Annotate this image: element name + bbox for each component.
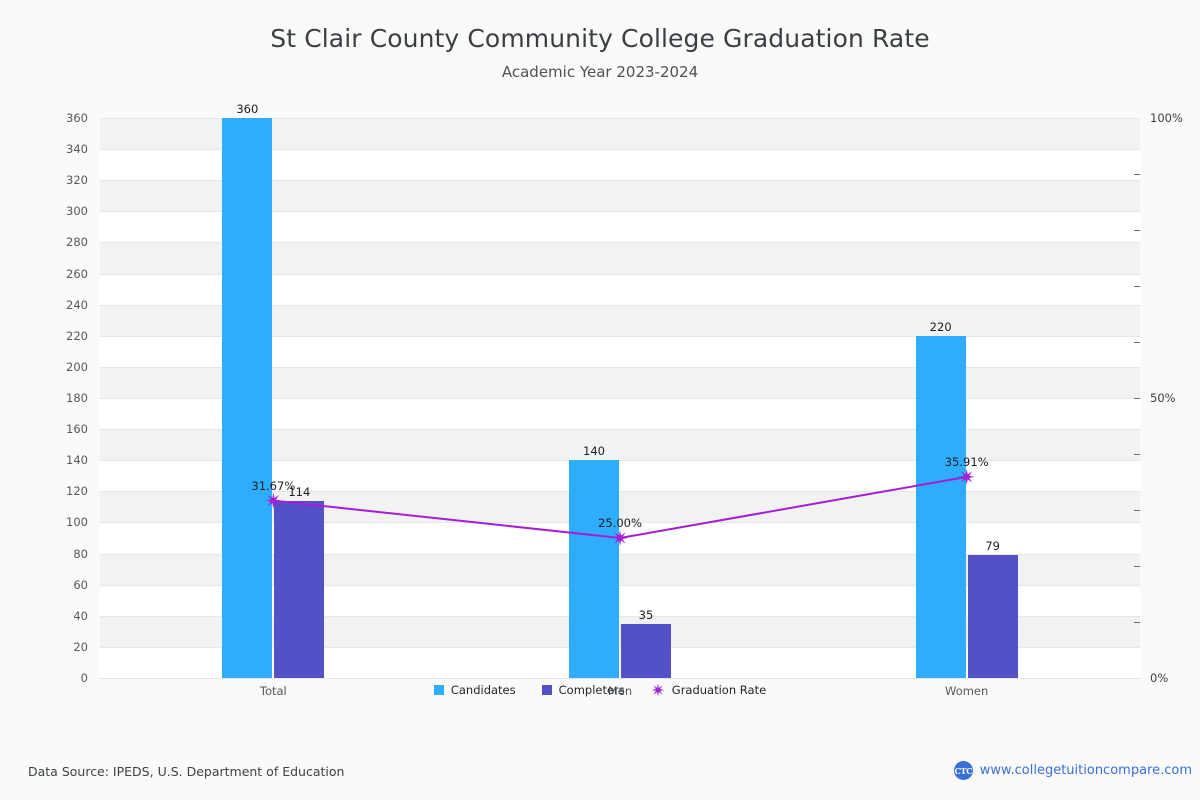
gridline bbox=[100, 273, 1140, 275]
y2-axis-minor-tick bbox=[1134, 230, 1140, 231]
bar-value-label: 140 bbox=[583, 444, 605, 459]
gridline bbox=[100, 646, 1140, 648]
gridline bbox=[100, 335, 1140, 337]
y2-axis-minor-tick bbox=[1134, 286, 1140, 287]
y-axis-tick-label: 340 bbox=[66, 142, 88, 157]
gridline bbox=[100, 615, 1140, 617]
y2-axis-minor-tick bbox=[1134, 342, 1140, 343]
gridline bbox=[100, 678, 1140, 679]
bar-value-label: 220 bbox=[929, 319, 952, 334]
gridline bbox=[100, 180, 1140, 182]
y2-axis-tick-label: 100% bbox=[1150, 111, 1183, 125]
y-axis-tick-label: 20 bbox=[73, 639, 88, 654]
plot-area: 360 114 140 35 220 79 bbox=[100, 102, 1140, 679]
y-axis-left: 0 20 40 60 80 100 120 140 160 180 200 220 240 260 280 3… bbox=[0, 111, 96, 685]
gridline bbox=[100, 242, 1140, 244]
grid-band bbox=[100, 180, 1140, 212]
y-axis-tick-label: 240 bbox=[66, 297, 88, 312]
bar-completers[interactable] bbox=[621, 623, 671, 678]
legend-swatch-icon bbox=[541, 685, 552, 695]
y-axis-tick-label: 280 bbox=[66, 235, 88, 250]
gridline bbox=[100, 429, 1140, 431]
grid-band bbox=[100, 242, 1140, 274]
legend-item-candidates[interactable]: Candidates bbox=[433, 683, 516, 697]
y-axis-tick-label: 0 bbox=[80, 671, 88, 685]
legend-swatch-icon bbox=[433, 685, 444, 695]
chart-legend: Candidates Completers Graduation Rate bbox=[0, 683, 1200, 697]
y-axis-tick-label: 200 bbox=[66, 359, 88, 374]
y-axis-tick-label: 160 bbox=[66, 422, 88, 437]
gridline bbox=[100, 584, 1140, 586]
gridline bbox=[100, 398, 1140, 399]
y2-axis-tick-label: 0% bbox=[1150, 671, 1169, 685]
bar-candidates[interactable] bbox=[222, 118, 273, 678]
y2-axis-minor-tick bbox=[1134, 622, 1140, 623]
y-axis-tick-label: 120 bbox=[66, 484, 88, 499]
legend-item-completers[interactable]: Completers bbox=[541, 683, 625, 697]
bar-candidates[interactable] bbox=[915, 335, 966, 678]
y2-axis-minor-tick bbox=[1134, 510, 1140, 511]
y2-axis-minor-tick bbox=[1134, 398, 1140, 399]
star-icon bbox=[651, 683, 665, 697]
y2-axis-minor-tick bbox=[1134, 174, 1140, 175]
legend-label: Candidates bbox=[450, 683, 516, 697]
bar-completers[interactable] bbox=[274, 500, 325, 678]
y-axis-tick-label: 80 bbox=[73, 546, 88, 561]
y-axis-tick-label: 180 bbox=[66, 391, 88, 405]
x-axis-category-label: Women bbox=[945, 684, 989, 698]
grid-band bbox=[100, 118, 1140, 150]
gridline bbox=[100, 211, 1140, 213]
y-axis-right: 0% 50% 100% bbox=[1134, 111, 1200, 685]
bar-value-label: 79 bbox=[985, 539, 1000, 554]
grid-band bbox=[100, 429, 1140, 461]
gridline bbox=[100, 366, 1140, 368]
legend-item-graduation-rate[interactable]: Graduation Rate bbox=[651, 683, 766, 697]
y-axis-tick-label: 260 bbox=[66, 266, 88, 281]
y-axis-tick-label: 360 bbox=[66, 111, 88, 125]
site-url-link[interactable]: www.collegetuitioncompare.com bbox=[979, 763, 1192, 778]
gridline bbox=[100, 460, 1140, 462]
bar-value-label: 35 bbox=[638, 607, 654, 622]
y-axis-tick-label: 140 bbox=[66, 453, 88, 468]
graduation-rate-value-label: 25.00% bbox=[598, 516, 642, 530]
legend-label: Completers bbox=[558, 683, 625, 697]
legend-label: Graduation Rate bbox=[671, 683, 767, 697]
y2-axis-minor-tick bbox=[1134, 454, 1140, 455]
graduation-rate-value-label: 31.67% bbox=[251, 478, 296, 493]
graduation-rate-value-label: 35.91% bbox=[944, 454, 989, 469]
site-attribution[interactable]: CTC www.collegetuitioncompare.com bbox=[953, 761, 1192, 780]
y2-axis-minor-tick bbox=[1134, 566, 1140, 567]
ctc-logo-icon: CTC bbox=[953, 761, 973, 780]
chart-subtitle: Academic Year 2023-2024 bbox=[501, 63, 699, 81]
grid-band bbox=[100, 366, 1140, 398]
data-source-note: Data Source: IPEDS, U.S. Department of E… bbox=[28, 764, 345, 779]
x-axis-category-label: Total bbox=[259, 684, 287, 698]
bar-candidates[interactable] bbox=[569, 460, 619, 678]
gridline bbox=[100, 304, 1140, 306]
gridline bbox=[100, 118, 1140, 119]
y2-axis-tick-label: 50% bbox=[1150, 391, 1176, 405]
y-axis-tick-label: 100 bbox=[66, 515, 88, 530]
grid-band bbox=[100, 615, 1140, 647]
gridline bbox=[100, 149, 1140, 151]
bar-completers[interactable] bbox=[967, 555, 1018, 678]
y-axis-tick-label: 320 bbox=[66, 173, 88, 188]
x-axis-category-label: Men bbox=[607, 684, 633, 698]
bar-value-label: 360 bbox=[236, 102, 259, 116]
grid-band bbox=[100, 553, 1140, 585]
y-axis-tick-label: 60 bbox=[73, 577, 88, 592]
y-axis-tick-label: 40 bbox=[73, 608, 88, 623]
y-axis-tick-label: 220 bbox=[66, 328, 88, 343]
page-title: St Clair County Community College Gradua… bbox=[270, 24, 930, 53]
y-axis-tick-label: 300 bbox=[66, 204, 88, 219]
gridline bbox=[100, 553, 1140, 555]
grid-band bbox=[100, 304, 1140, 336]
